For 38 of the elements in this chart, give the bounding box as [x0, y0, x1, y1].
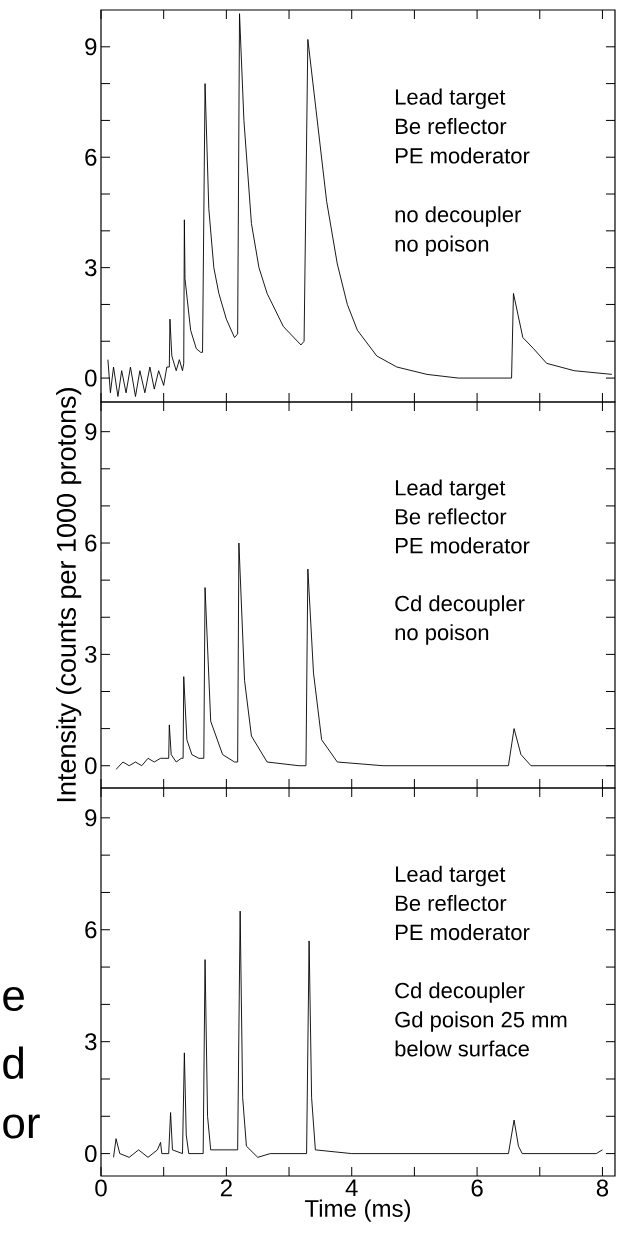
annotation: Gd poison 25 mm: [395, 1011, 567, 1032]
annotation: Be reflector: [395, 117, 507, 135]
y-tick-label: 6: [85, 534, 97, 552]
x-tick-label: 8: [596, 1179, 609, 1197]
annotation: PE moderator: [395, 923, 530, 941]
y-tick-label: 3: [85, 259, 97, 277]
y-tick-label: 9: [85, 423, 97, 441]
annotation: no poison: [395, 624, 489, 645]
annotation: below surface: [395, 1040, 529, 1057]
x-tick-label: 4: [345, 1179, 358, 1197]
text: d: [3, 1046, 24, 1079]
annotation: Cd decoupler: [395, 982, 525, 1003]
y-tick-label: 0: [85, 369, 97, 387]
y-tick-label: 3: [85, 645, 97, 663]
y-tick-label: 9: [85, 38, 97, 56]
line-series: [113, 910, 603, 1158]
y-tick-label: 0: [85, 757, 97, 775]
annotation: Be reflector: [395, 508, 507, 525]
y-tick-label: 3: [85, 1033, 97, 1051]
y-axis-title: Intensity (counts per 1000 protons): [56, 388, 82, 802]
annotation: no poison: [395, 235, 489, 257]
annotation: Be reflector: [395, 894, 507, 912]
annotation: Lead target: [395, 88, 506, 110]
annotation: Lead target: [395, 865, 506, 887]
annotation: Lead target: [395, 479, 506, 500]
annotation: no decoupler: [395, 206, 521, 227]
text: or: [3, 1114, 40, 1139]
y-tick-label: 9: [85, 809, 97, 827]
text: e: [3, 986, 24, 1012]
x-tick-label: 6: [471, 1179, 483, 1197]
y-tick-label: 6: [85, 148, 97, 166]
annotation: PE moderator: [395, 537, 530, 554]
x-tick-label: 2: [220, 1179, 232, 1197]
annotation: PE moderator: [395, 147, 530, 164]
x-axis-title: Time (ms): [304, 1199, 411, 1222]
y-tick-label: 0: [85, 1145, 97, 1163]
annotation: Cd decoupler: [395, 595, 525, 616]
y-tick-label: 6: [85, 921, 97, 939]
